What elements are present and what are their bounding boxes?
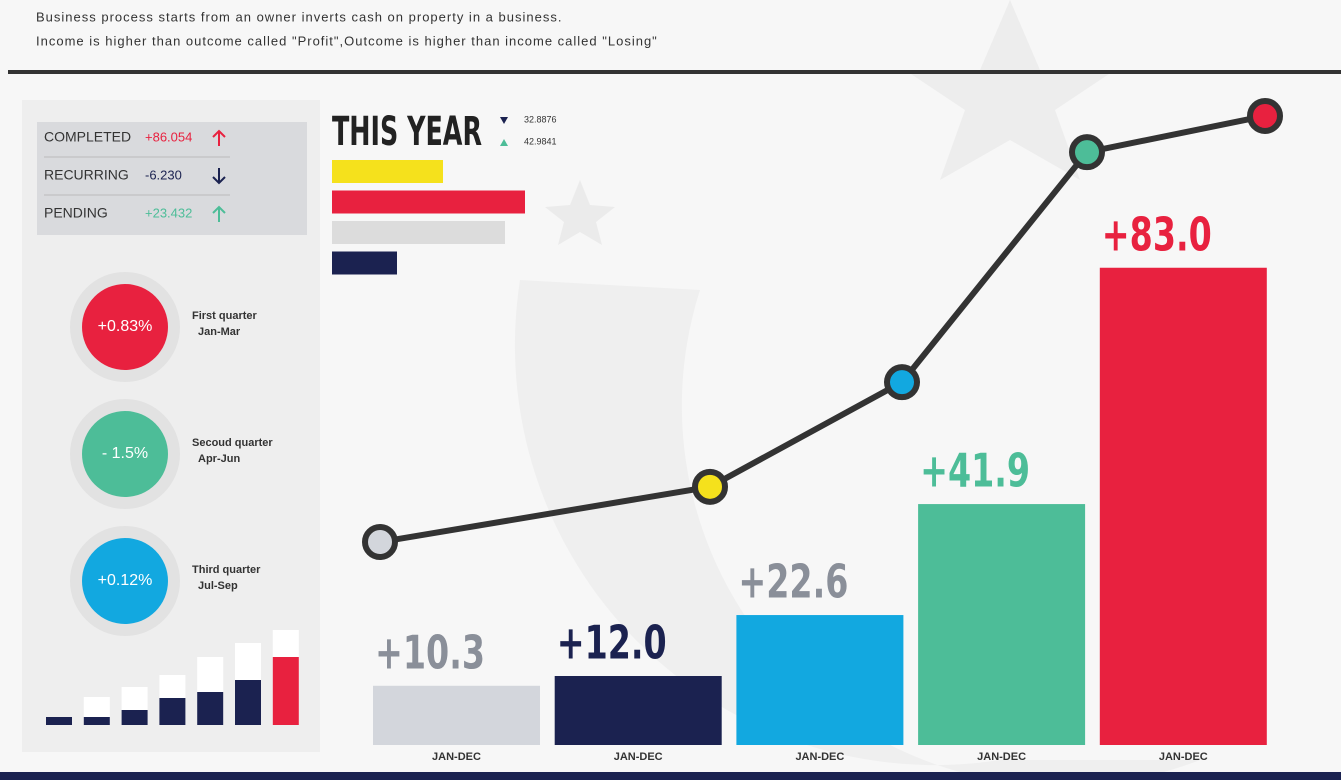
stat-arrow-head — [212, 176, 226, 185]
quarter-period: Apr-Jun — [198, 453, 240, 465]
hbar — [332, 251, 397, 275]
quarter-circle — [82, 411, 168, 497]
stat-arrow-head — [212, 205, 226, 214]
legend-marker — [500, 139, 508, 146]
stats-box — [37, 122, 307, 235]
quarter-value: - 1.5% — [102, 445, 148, 462]
quarter-period: Jul-Sep — [198, 580, 238, 592]
trend-point — [362, 524, 398, 561]
x-tick-label: JAN-DEC — [795, 751, 844, 763]
background — [514, 0, 1200, 780]
mini-bar — [83, 717, 110, 725]
star-decoration — [905, 0, 1115, 180]
stat-label: RECURRING — [44, 167, 129, 183]
stat-value: -6.230 — [145, 167, 182, 182]
bar — [373, 685, 540, 745]
quarter-period: Jan-Mar — [198, 326, 241, 338]
quarter-name: First quarter — [192, 310, 258, 322]
x-tick-label: JAN-DEC — [1159, 751, 1208, 763]
mini-bar — [235, 680, 261, 725]
quarter-value: +0.83% — [98, 318, 153, 335]
x-tick-label: JAN-DEC — [614, 751, 663, 763]
bar — [554, 676, 722, 745]
trend-point — [1069, 134, 1105, 171]
stat-label: COMPLETED — [44, 129, 131, 145]
bar — [918, 504, 1086, 745]
bar-value-label: +83.0 — [1102, 207, 1212, 261]
bar — [1099, 267, 1267, 745]
mini-bar — [121, 710, 148, 725]
quarter-circle — [82, 284, 168, 370]
legend-label: 42.9841 — [524, 136, 557, 146]
hbar — [332, 190, 525, 214]
mini-bar — [159, 698, 186, 725]
footer-strip — [0, 772, 1341, 780]
chart-title: THIS YEAR — [332, 109, 482, 155]
bar-value-label: +12.0 — [557, 616, 667, 670]
quarter-name: Secoud quarter — [192, 437, 273, 449]
trend-point — [884, 364, 920, 401]
header-line: Business process starts from an owner in… — [36, 9, 562, 24]
quarter-value: +0.12% — [98, 572, 153, 589]
stat-arrow-head — [212, 129, 226, 138]
mini-bar — [46, 717, 72, 725]
bar-value-label: +41.9 — [920, 444, 1030, 498]
stat-value: +23.432 — [145, 205, 192, 220]
trend-point — [692, 468, 728, 505]
bar-value-label: +10.3 — [375, 625, 485, 679]
quarter-name: Third quarter — [192, 564, 261, 576]
stat-value: +86.054 — [145, 129, 192, 144]
bar — [736, 615, 904, 745]
hbar — [332, 221, 505, 244]
quarter-circle — [82, 538, 168, 624]
legend-label: 32.8876 — [524, 114, 557, 124]
legend-marker — [500, 117, 508, 124]
bar-value-label: +22.6 — [738, 555, 848, 609]
x-tick-label: JAN-DEC — [977, 751, 1026, 763]
crescent-decoration — [514, 280, 1200, 780]
mini-bar — [272, 657, 299, 725]
trend-point — [1247, 97, 1283, 134]
star-decoration — [545, 180, 615, 245]
header-line: Income is higher than outcome called "Pr… — [36, 33, 658, 48]
mini-bar — [197, 692, 224, 725]
x-tick-label: JAN-DEC — [432, 751, 481, 763]
hbar — [332, 160, 443, 183]
stat-label: PENDING — [44, 205, 108, 221]
